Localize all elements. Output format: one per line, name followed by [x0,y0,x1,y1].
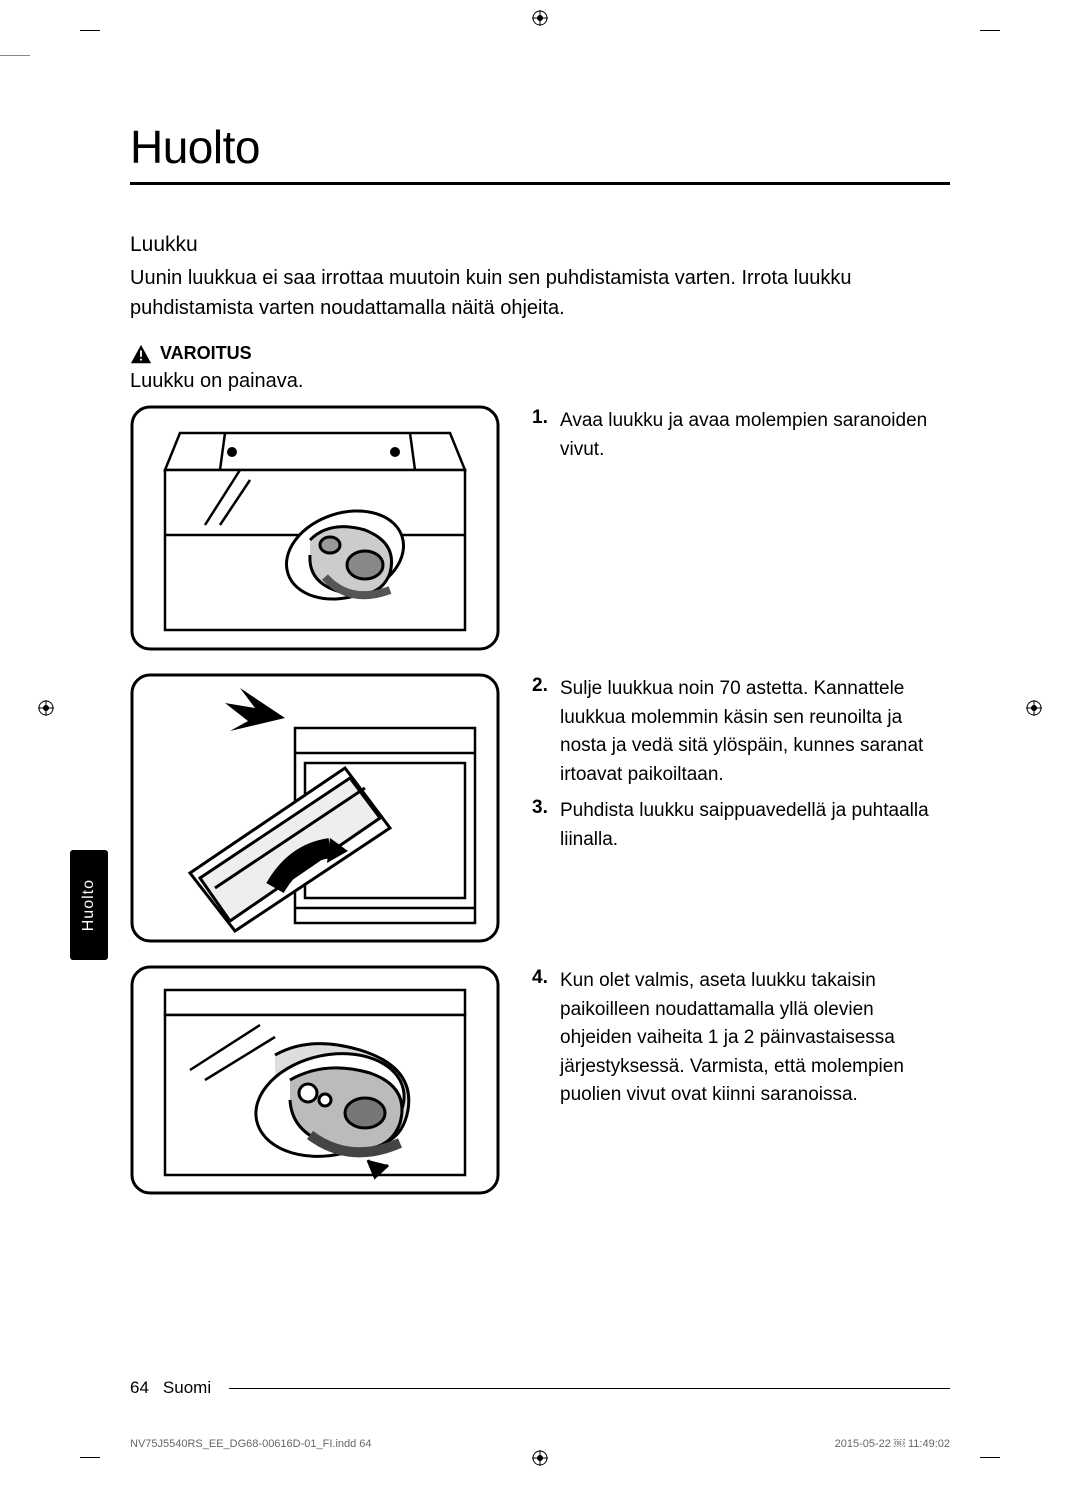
page-content: Huolto Luukku Uunin luukkua ei saa irrot… [130,120,950,1408]
title-rule [130,182,950,185]
footer-rule [229,1388,950,1389]
step-row: 2. Sulje luukkua noin 70 astetta. Kannat… [130,673,950,943]
registration-mark-icon [1026,700,1042,716]
step-text: 4. Kun olet valmis, aseta luukku takaisi… [532,965,950,1195]
page-number: 64 [130,1378,149,1398]
step-figure-2 [130,673,500,943]
side-tab-label: Huolto [80,879,98,931]
step-figure-3 [130,965,500,1195]
step-text: 1. Avaa luukku ja avaa molempien saranoi… [532,405,950,651]
step-item: 4. Kun olet valmis, aseta luukku takaisi… [532,967,950,1110]
crop-mark [980,1457,1000,1458]
step-figure-1 [130,405,500,651]
registration-mark-icon [38,700,54,716]
warning-text: Luukku on painava. [130,370,950,393]
step-number: 1. [532,407,550,464]
registration-mark-icon [532,1450,548,1466]
step-text: 2. Sulje luukkua noin 70 astetta. Kannat… [532,673,950,943]
print-timestamp: 2015-05-22 ￼ 11:49:02 [835,1438,950,1450]
warning-row: VAROITUS [130,343,950,364]
step-number: 3. [532,797,550,854]
step-body: Sulje luukkua noin 70 astetta. Kannattel… [560,675,950,789]
crop-mark [980,30,1000,31]
step-number: 2. [532,675,550,789]
registration-mark-icon [532,10,548,26]
crop-mark [80,1457,100,1458]
print-info: NV75J5540RS_EE_DG68-00616D-01_FI.indd 64… [130,1438,950,1450]
crop-mark [0,55,30,56]
step-body: Puhdista luukku saippuavedellä ja puhtaa… [560,797,950,854]
crop-mark [80,30,100,31]
step-body: Avaa luukku ja avaa molempien saranoiden… [560,407,950,464]
step-item: 2. Sulje luukkua noin 70 astetta. Kannat… [532,675,950,789]
step-item: 3. Puhdista luukku saippuavedellä ja puh… [532,797,950,854]
warning-label: VAROITUS [160,343,252,364]
section-title: Luukku [130,233,950,257]
page-footer: 64 Suomi [130,1378,950,1398]
step-row: 4. Kun olet valmis, aseta luukku takaisi… [130,965,950,1195]
print-filename: NV75J5540RS_EE_DG68-00616D-01_FI.indd 64 [130,1438,372,1450]
step-number: 4. [532,967,550,1110]
intro-text: Uunin luukkua ei saa irrottaa muutoin ku… [130,263,950,323]
page-title: Huolto [130,120,950,174]
step-item: 1. Avaa luukku ja avaa molempien saranoi… [532,407,950,464]
step-row: 1. Avaa luukku ja avaa molempien saranoi… [130,405,950,651]
step-body: Kun olet valmis, aseta luukku takaisin p… [560,967,950,1110]
side-tab: Huolto [70,850,108,960]
warning-triangle-icon [130,344,152,364]
language-label: Suomi [163,1378,211,1398]
